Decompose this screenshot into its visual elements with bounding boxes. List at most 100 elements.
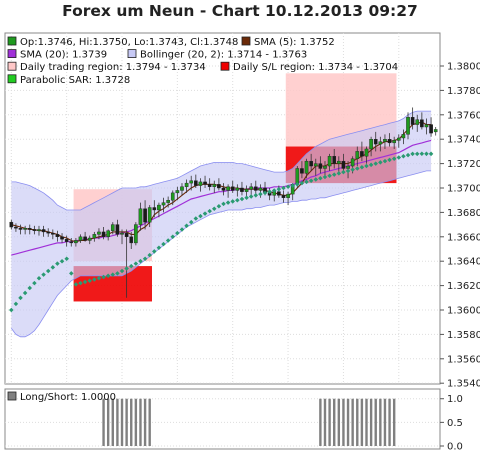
candle	[318, 156, 323, 174]
candle	[78, 234, 83, 243]
candle	[281, 190, 286, 203]
candle-body	[83, 236, 87, 241]
ls-bar	[374, 398, 377, 446]
candle-body	[383, 138, 387, 142]
ls-axis: 1.0 0.5 0.0	[440, 394, 463, 453]
psar-dot	[299, 180, 305, 186]
ls-bar	[134, 398, 138, 446]
legend-swatch	[241, 36, 251, 46]
candle-body	[46, 231, 51, 234]
ls-bar	[130, 398, 133, 446]
psar-dot	[414, 151, 420, 157]
candle	[23, 225, 27, 235]
candle-body	[323, 165, 327, 169]
psar-dot	[331, 172, 337, 177]
candle	[406, 112, 410, 140]
psar-dot	[248, 194, 254, 199]
candle-body	[378, 141, 383, 145]
candle-body	[115, 224, 120, 235]
chart-title: Forex um Neun - Chart 10.12.2013 09:27	[62, 2, 418, 20]
psar-dot	[92, 277, 97, 282]
candle	[124, 229, 129, 298]
ls-bar	[379, 398, 382, 446]
psar-dot	[387, 157, 392, 163]
candle-body	[355, 151, 360, 159]
candle	[184, 179, 189, 193]
psar-dot	[133, 261, 139, 266]
ls-bar	[148, 398, 151, 446]
candle-body	[129, 236, 134, 244]
ls-bar	[102, 398, 105, 446]
candle	[60, 233, 64, 243]
candle	[9, 219, 14, 230]
candle	[55, 230, 60, 242]
candle	[97, 228, 101, 240]
psar-dot	[73, 282, 79, 287]
candle-body	[253, 186, 258, 191]
candle-body	[392, 140, 396, 144]
candle	[87, 235, 92, 245]
candle-body	[152, 207, 157, 211]
legend-swatch	[7, 61, 17, 71]
psar-dot	[115, 271, 120, 276]
candle-body	[166, 199, 170, 203]
candle	[369, 136, 373, 157]
candle	[410, 107, 415, 130]
candle-body	[230, 186, 235, 191]
psar-dot	[216, 204, 222, 209]
candle	[175, 186, 180, 201]
ls-bar	[323, 398, 327, 446]
psar-dot	[101, 274, 106, 280]
candle	[41, 225, 46, 237]
candle	[332, 148, 337, 169]
candle	[235, 184, 240, 197]
candle-body	[27, 228, 32, 230]
candle	[198, 178, 203, 192]
price-tick-label: 1.3760	[447, 110, 480, 121]
candle	[424, 118, 429, 135]
candle	[401, 129, 406, 145]
legend-label: Op:1.3746, Hi:1.3750, Lo:1.3743, Cl:1.37…	[20, 37, 238, 48]
candle-body	[14, 226, 18, 229]
legend-label: SMA (5): 1.3752	[254, 37, 335, 48]
ls-bar	[333, 398, 336, 446]
ls-bar	[116, 398, 119, 446]
ls-tick-label: 0.0	[447, 442, 463, 453]
candle-body	[217, 184, 221, 189]
candle-body	[212, 184, 217, 187]
candle-body	[281, 195, 286, 198]
candlesticks	[9, 107, 438, 298]
bollinger-lower-line	[10, 170, 432, 338]
candle	[194, 174, 198, 188]
candle-body	[401, 134, 406, 139]
psar-dot	[138, 258, 143, 264]
candle	[230, 180, 235, 193]
legend-label: Daily S/L region: 1.3734 - 1.3704	[233, 62, 398, 73]
candle-body	[175, 190, 180, 194]
psar-dot	[128, 263, 134, 269]
candle	[420, 112, 424, 130]
candle-body	[309, 160, 313, 167]
ls-bar	[346, 398, 350, 446]
price-tick-label: 1.3540	[447, 379, 480, 390]
candle	[106, 229, 110, 241]
psar-dot	[230, 199, 235, 204]
candle-body	[97, 231, 101, 235]
psar-dot	[179, 227, 185, 232]
candle	[253, 180, 258, 195]
candle-body	[387, 138, 392, 144]
psar-dot	[350, 167, 355, 172]
candle	[143, 200, 147, 230]
candle-body	[78, 236, 83, 241]
price-tick-label: 1.3700	[447, 184, 480, 195]
candle-body	[318, 163, 323, 169]
candle	[161, 197, 166, 213]
ls-bar	[106, 398, 110, 446]
candle-body	[101, 231, 106, 237]
candle-body	[360, 151, 364, 157]
candle	[341, 153, 346, 171]
psar-dot	[96, 275, 102, 281]
candle-body	[120, 232, 124, 235]
candle	[74, 238, 78, 247]
candle	[300, 161, 304, 179]
